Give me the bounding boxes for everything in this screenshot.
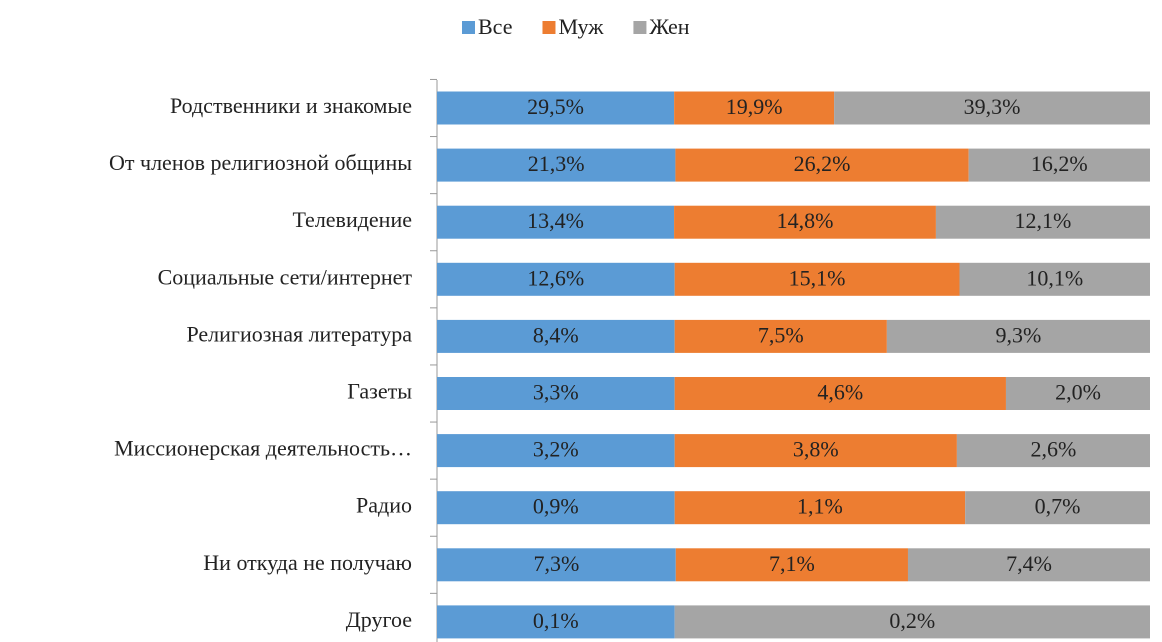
bar-segment <box>674 319 887 353</box>
value-label: 26,2% <box>794 151 851 176</box>
category-label: Родственники и знакомые <box>170 93 412 118</box>
value-label: 29,5% <box>527 94 584 119</box>
value-label: 0,1% <box>533 608 579 633</box>
bar-segment <box>674 262 960 296</box>
value-label: 1,1% <box>797 494 843 519</box>
bar-segment <box>968 148 1150 182</box>
value-label: 3,2% <box>533 437 579 462</box>
value-label: 4,6% <box>817 380 863 405</box>
category-label: От членов религиозной общины <box>109 150 412 175</box>
bar-segment <box>437 91 675 125</box>
value-label: 7,1% <box>769 551 815 576</box>
bar-segment <box>674 434 957 468</box>
category-label: Другое <box>346 607 412 632</box>
legend-swatch <box>462 21 475 34</box>
category-label: Религиозная литература <box>186 321 412 346</box>
bar-segment <box>886 319 1150 353</box>
value-label: 0,7% <box>1035 494 1081 519</box>
value-label: 14,8% <box>777 208 834 233</box>
value-label: 12,6% <box>527 265 584 290</box>
bar-segment <box>935 205 1150 239</box>
bar-segment <box>674 491 966 525</box>
value-label: 0,9% <box>533 494 579 519</box>
value-label: 13,4% <box>527 208 584 233</box>
value-label: 0,2% <box>889 608 935 633</box>
legend-label: Жен <box>649 14 689 39</box>
legend-label: Все <box>478 14 512 39</box>
category-label: Миссионерская деятельность… <box>114 436 412 461</box>
value-label: 7,4% <box>1006 551 1052 576</box>
bar-segment <box>674 377 1006 410</box>
value-label: 2,6% <box>1031 437 1077 462</box>
value-label: 39,3% <box>964 94 1021 119</box>
value-label: 21,3% <box>528 151 585 176</box>
value-label: 2,0% <box>1055 380 1101 405</box>
value-label: 10,1% <box>1026 265 1083 290</box>
value-label: 12,1% <box>1015 208 1072 233</box>
value-label: 3,3% <box>533 380 579 405</box>
bar-segment <box>674 91 835 125</box>
value-label: 7,3% <box>533 551 579 576</box>
value-label: 7,5% <box>758 322 804 347</box>
bar-segment <box>907 548 1150 582</box>
bar-segment <box>834 91 1150 125</box>
bar-segment <box>437 491 675 525</box>
bar-segment <box>1005 377 1150 410</box>
legend-label: Муж <box>558 14 604 39</box>
value-label: 16,2% <box>1031 151 1088 176</box>
bar-segment <box>956 434 1150 468</box>
bar-segment <box>437 319 675 353</box>
bar-segment <box>437 205 675 239</box>
bar-segment <box>675 548 908 582</box>
bar-segment <box>959 262 1150 296</box>
category-label: Социальные сети/интернет <box>158 264 413 289</box>
bar-segment <box>674 205 936 239</box>
value-label: 8,4% <box>533 322 579 347</box>
category-label: Телевидение <box>292 207 412 232</box>
category-label: Радио <box>356 493 412 518</box>
bar-segment <box>965 491 1150 525</box>
legend-swatch <box>542 21 556 34</box>
bar-segment <box>675 148 969 182</box>
legend-swatch <box>633 21 647 34</box>
category-label: Газеты <box>347 379 412 404</box>
value-label: 9,3% <box>996 322 1042 347</box>
category-label: Ни откуда не получаю <box>203 550 412 575</box>
bar-segment <box>437 605 675 639</box>
value-label: 3,8% <box>793 437 839 462</box>
bar-segment <box>437 148 676 182</box>
bar-segment <box>437 377 675 410</box>
bar-segment <box>437 548 676 582</box>
bar-segment <box>674 605 1150 639</box>
value-label: 19,9% <box>726 94 783 119</box>
value-label: 15,1% <box>789 265 846 290</box>
bar-segment <box>437 262 675 296</box>
bar-segment <box>437 434 675 468</box>
